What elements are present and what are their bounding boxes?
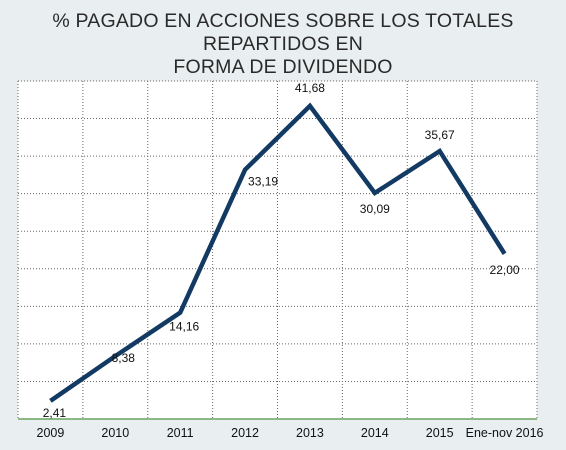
x-tick-label: 2009 bbox=[37, 426, 65, 440]
grid-lines bbox=[17, 80, 538, 419]
data-label: 2,41 bbox=[43, 406, 67, 420]
chart-title: % PAGADO EN ACCIONES SOBRE LOS TOTALES R… bbox=[0, 10, 566, 79]
data-label: 30,09 bbox=[360, 202, 390, 216]
data-label: 33,19 bbox=[248, 175, 278, 189]
x-tick-label: 2014 bbox=[361, 426, 389, 440]
x-tick-label: 2010 bbox=[101, 426, 129, 440]
x-tick-label: 2011 bbox=[167, 426, 194, 440]
x-tick-labels: 2009 2010 2011 2012 2013 2014 2015 Ene-nov 2016 bbox=[37, 426, 544, 440]
data-label: 14,16 bbox=[169, 320, 199, 334]
data-label: 35,67 bbox=[425, 128, 455, 142]
x-tick-label: 2012 bbox=[231, 426, 259, 440]
chart-title-line-1: % PAGADO EN ACCIONES SOBRE LOS TOTALES R… bbox=[52, 10, 514, 55]
data-label: 22,00 bbox=[490, 263, 520, 277]
series-line bbox=[49, 102, 507, 403]
chart-title-line-2: FORMA DE DIVIDENDO bbox=[173, 56, 393, 78]
x-tick-label: 2013 bbox=[296, 426, 324, 440]
x-tick-label: Ene-nov 2016 bbox=[466, 426, 544, 440]
data-label: 41,68 bbox=[295, 81, 325, 95]
data-labels: 2,41 8,38 14,16 33,19 41,68 30,09 35,67 22,00 bbox=[43, 81, 520, 420]
data-label: 8,38 bbox=[112, 351, 136, 365]
x-tick-label: 2015 bbox=[426, 426, 454, 440]
